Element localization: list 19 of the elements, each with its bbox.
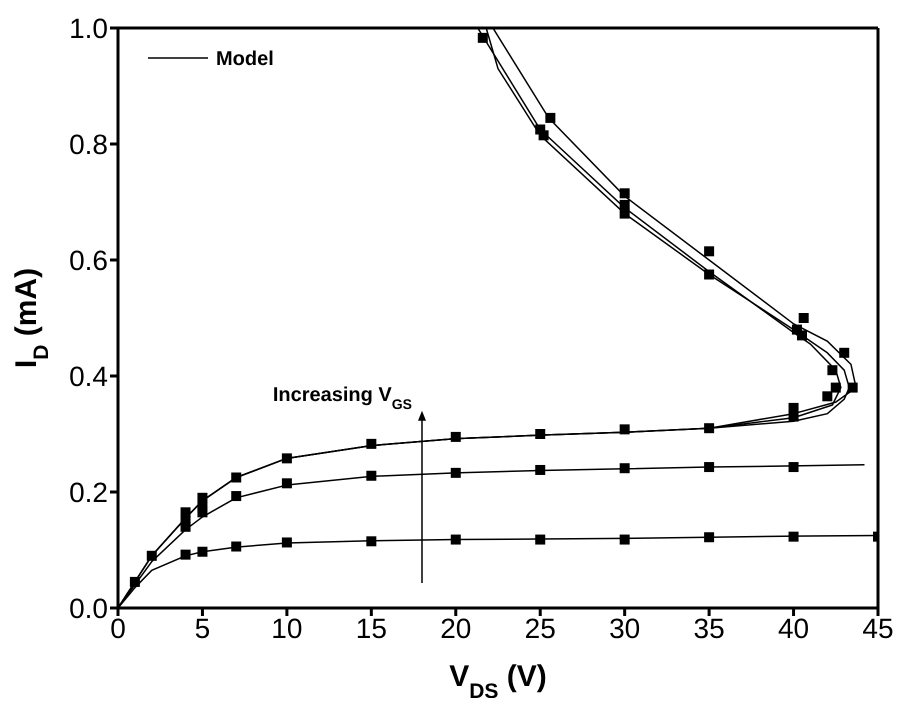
y-tick-label: 0.2 (69, 476, 108, 508)
y-tick-label: 0.4 (69, 360, 108, 392)
x-tick-label: 15 (356, 612, 387, 644)
x-tick-label: 5 (194, 612, 210, 644)
x-tick-label: 20 (440, 612, 472, 644)
y-tick-label: 0.6 (69, 244, 108, 276)
x-axis-title: V$_{DS}$ (V) (449, 660, 547, 702)
annotation: Increasing V$_{GS}$ (272, 384, 412, 412)
y-tick-label: 1.0 (69, 12, 108, 44)
x-tick-label: 0 (110, 612, 126, 644)
x-tick-label: 25 (524, 612, 556, 644)
x-tick-label: 35 (694, 612, 725, 644)
y-tick-label: 0.8 (69, 128, 108, 160)
x-tick-label: 45 (862, 612, 894, 644)
legend-label: Model (216, 48, 274, 70)
y-tick-label: 0.0 (69, 592, 108, 624)
x-tick-label: 30 (609, 612, 640, 644)
x-tick-label: 10 (271, 612, 302, 644)
x-tick-label: 40 (778, 612, 810, 644)
